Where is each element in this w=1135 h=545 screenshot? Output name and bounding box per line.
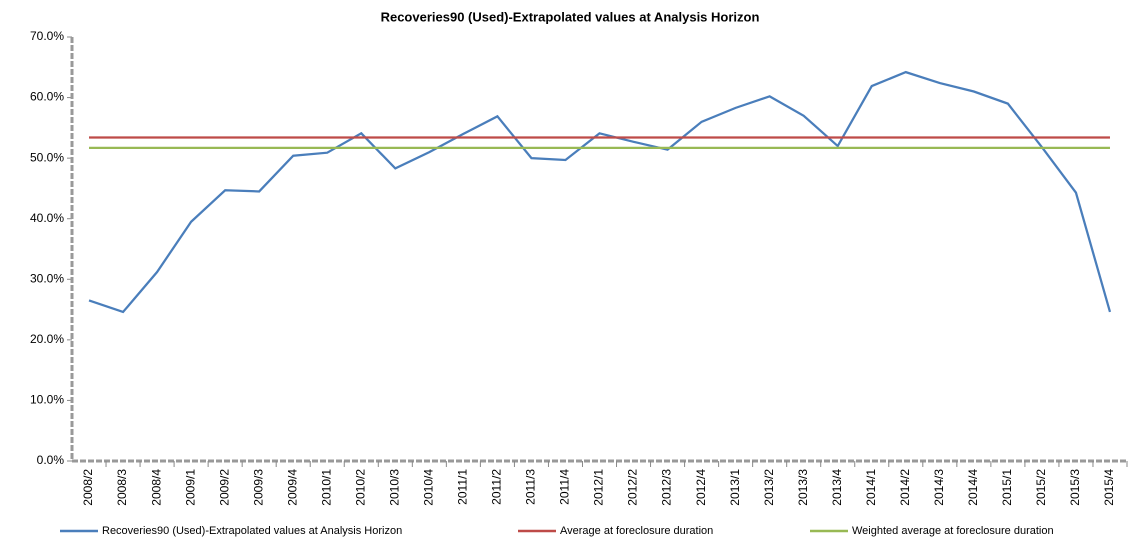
x-tick-label: 2015/1 xyxy=(1000,469,1014,506)
x-tick-label: 2009/1 xyxy=(183,469,197,506)
x-tick-label: 2013/2 xyxy=(762,469,776,506)
x-tick-label: 2015/3 xyxy=(1068,469,1082,506)
x-tick-label: 2011/3 xyxy=(524,469,538,505)
x-tick-label: 2015/2 xyxy=(1034,469,1048,506)
x-tick-label: 2012/4 xyxy=(694,469,708,506)
x-tick-label: 2010/1 xyxy=(319,469,333,506)
x-tick-label: 2008/2 xyxy=(81,469,95,506)
legend-label: Recoveries90 (Used)-Extrapolated values … xyxy=(102,525,402,537)
x-tick-label: 2012/3 xyxy=(660,469,674,506)
x-tick-label: 2009/3 xyxy=(251,469,265,506)
series-line xyxy=(88,70,1112,314)
legend-label: Weighted average at foreclosure duration xyxy=(852,525,1054,537)
x-tick-label: 2013/1 xyxy=(728,469,742,506)
x-tick-label: 2008/4 xyxy=(149,469,163,506)
x-tick-label: 2010/4 xyxy=(422,469,436,506)
y-tick-label: 0.0% xyxy=(37,453,65,467)
x-tick-label: 2011/4 xyxy=(558,469,572,505)
x-tick-label: 2009/2 xyxy=(217,469,231,506)
x-tick-label: 2008/3 xyxy=(115,469,129,506)
x-tick-label: 2009/4 xyxy=(285,469,299,506)
x-tick-label: 2014/4 xyxy=(966,469,980,506)
y-tick-label: 10.0% xyxy=(30,393,64,407)
y-tick-label: 60.0% xyxy=(30,90,64,104)
x-tick-label: 2013/3 xyxy=(796,469,810,506)
y-tick-label: 30.0% xyxy=(30,271,64,285)
y-tick-label: 20.0% xyxy=(30,332,64,346)
chart-title: Recoveries90 (Used)-Extrapolated values … xyxy=(381,9,760,24)
x-tick-label: 2014/2 xyxy=(898,469,912,506)
y-tick-label: 70.0% xyxy=(30,29,64,43)
x-tick-label: 2012/2 xyxy=(626,469,640,506)
x-tick-label: 2012/1 xyxy=(592,469,606,506)
x-tick-label: 2015/4 xyxy=(1102,469,1116,506)
x-tick-label: 2011/2 xyxy=(490,469,504,505)
x-tick-label: 2014/1 xyxy=(864,469,878,506)
legend-label: Average at foreclosure duration xyxy=(560,525,713,537)
x-tick-label: 2011/1 xyxy=(456,469,470,505)
y-tick-label: 50.0% xyxy=(30,150,64,164)
x-tick-label: 2014/3 xyxy=(932,469,946,506)
x-tick-label: 2013/4 xyxy=(830,469,844,506)
y-tick-label: 40.0% xyxy=(30,211,64,225)
x-tick-label: 2010/3 xyxy=(387,469,401,506)
x-tick-label: 2010/2 xyxy=(353,469,367,506)
